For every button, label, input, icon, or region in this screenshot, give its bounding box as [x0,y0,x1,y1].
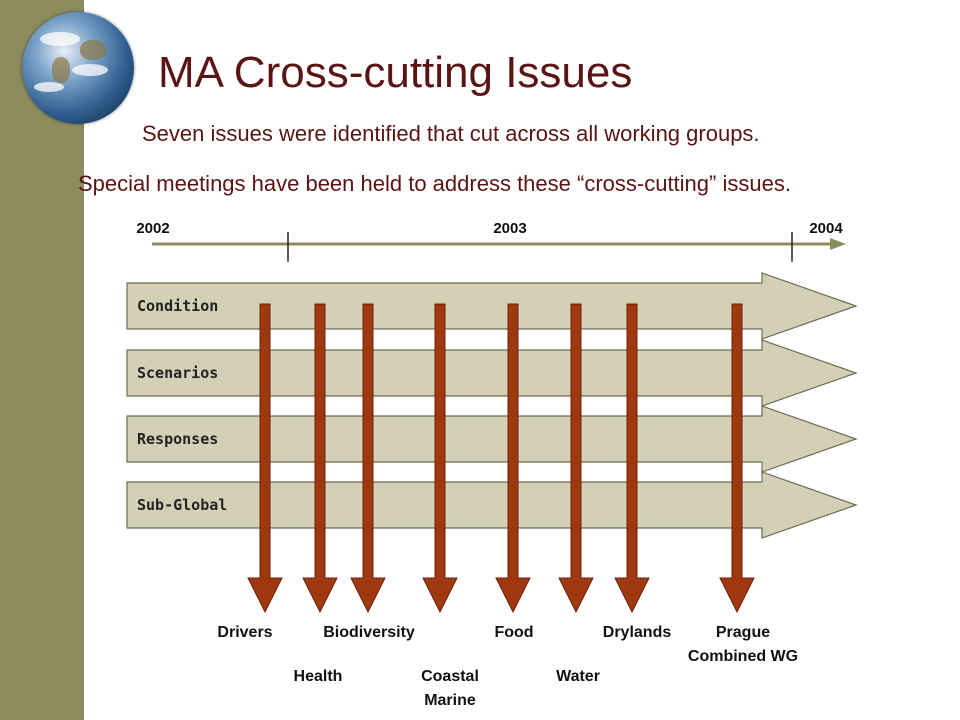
working-group-arrow-condition [126,272,858,340]
working-group-arrow-sub-global [126,471,858,539]
slide-title: MA Cross-cutting Issues [158,48,633,97]
subtitle-line-1: Seven issues were identified that cut ac… [142,121,760,146]
year-label-2003: 2003 [493,220,526,237]
issue-label-food: Food [494,624,533,641]
working-group-label-scenarios: Scenarios [137,364,218,382]
working-group-label-condition: Condition [137,297,218,315]
issue-label-water: Water [556,668,600,685]
working-group-label-responses: Responses [137,430,218,448]
issue-label-prague: Prague [716,624,770,641]
globe-icon [22,12,134,124]
working-group-arrow-responses [126,405,858,473]
issue-label-biodiversity: Biodiversity [323,624,415,641]
issue-label-drylands: Drylands [603,624,672,641]
issue-arrow-drivers [247,303,283,614]
year-label-2004: 2004 [809,220,843,237]
issue-label-drivers: Drivers [217,624,272,641]
issue-label-coastal: Coastal [421,668,479,685]
issue-arrow-water [558,303,594,614]
timeline-arrowhead [830,238,846,250]
working-group-arrow-scenarios [126,339,858,407]
issue-arrow-health [302,303,338,614]
issue-arrow-drylands [614,303,650,614]
year-label-2002: 2002 [136,220,169,237]
issue-arrow-prague [719,303,755,614]
issue-arrow-biodiversity [350,303,386,614]
issue-arrow-food [495,303,531,614]
issue-arrow-coastal [422,303,458,614]
subtitle-line-2: Special meetings have been held to addre… [78,171,791,196]
working-group-label-sub-global: Sub-Global [137,496,227,514]
issue-label-coastal: Marine [424,692,476,709]
issue-label-health: Health [294,668,343,685]
issue-label-prague: Combined WG [688,648,798,665]
